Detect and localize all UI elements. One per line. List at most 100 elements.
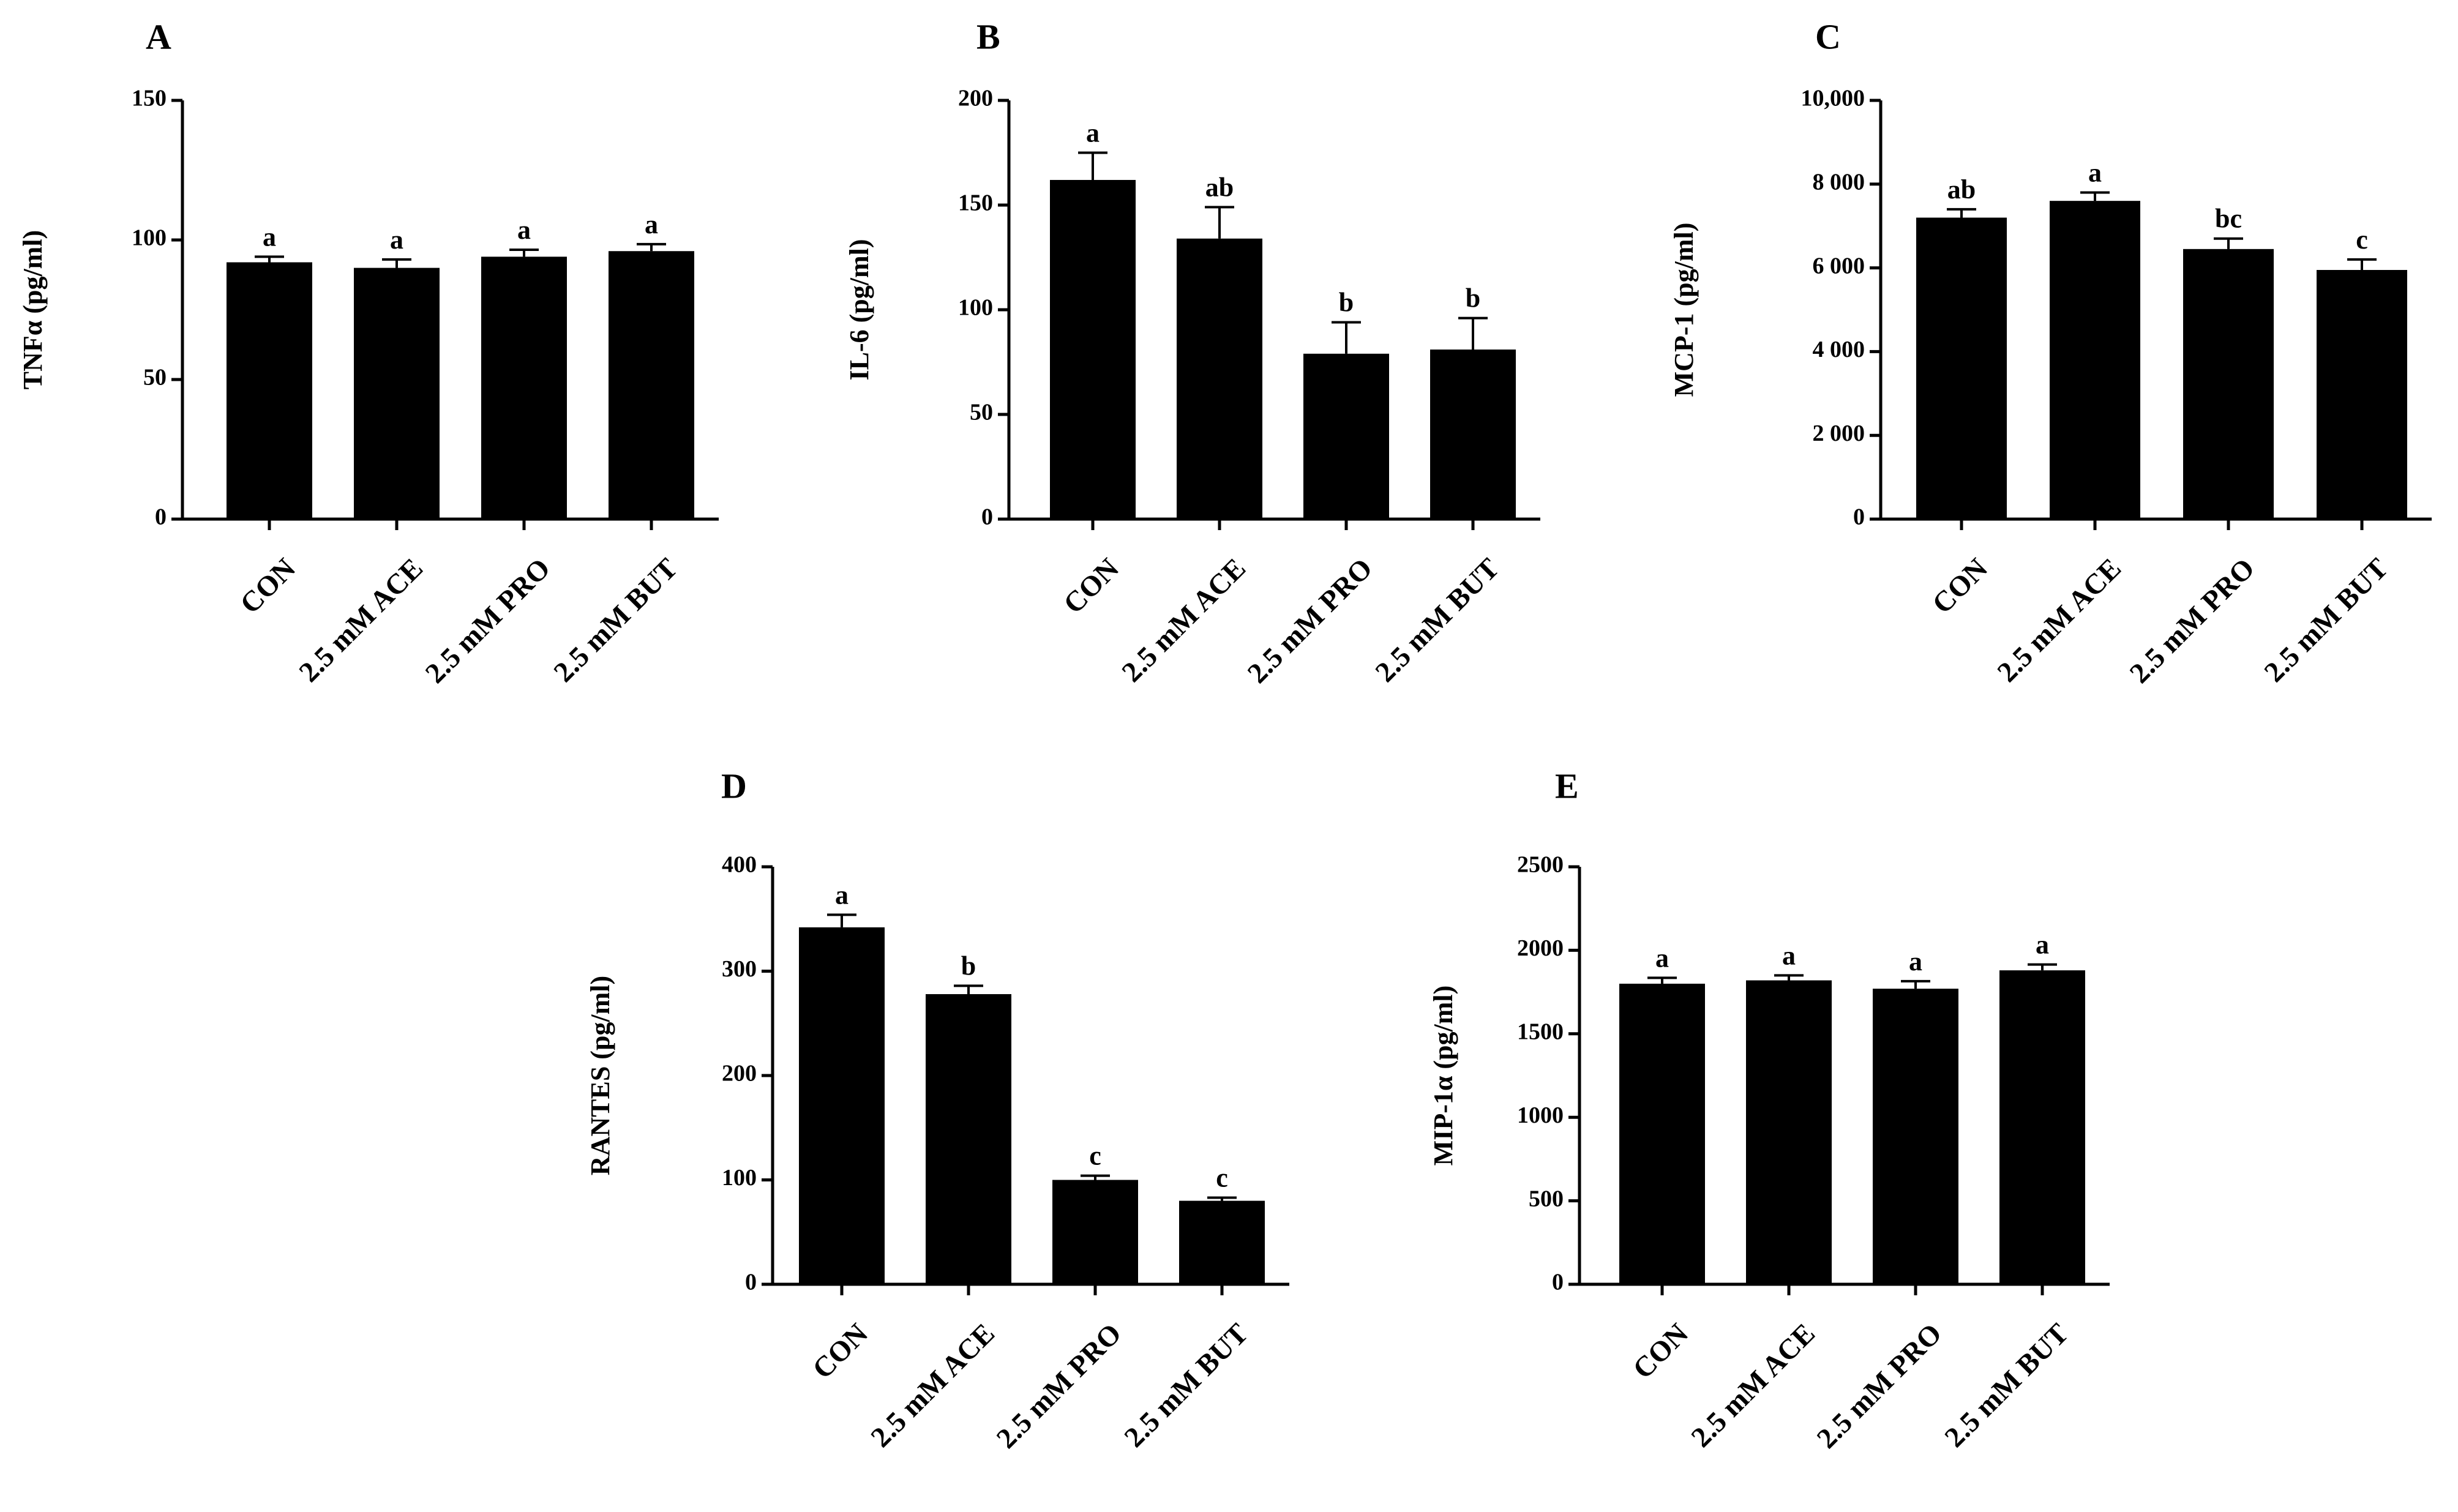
category-label: 2.5 mM ACE (1116, 552, 1252, 688)
significance-label: a (390, 225, 403, 255)
bar (1873, 989, 1958, 1284)
bar (2050, 201, 2140, 519)
bar (1430, 349, 1516, 519)
y-tick-label: 500 (1529, 1186, 1564, 1211)
significance-label: bc (2215, 204, 2242, 234)
category-label: 2.5 mM ACE (293, 552, 429, 688)
bar (1177, 238, 1262, 519)
y-tick-label: 0 (1552, 1270, 1564, 1295)
y-tick-label: 1000 (1517, 1102, 1564, 1128)
category-label: 2.5 mM PRO (1242, 552, 1379, 689)
y-tick-label: 2 000 (1813, 421, 1865, 446)
bar (1999, 970, 2085, 1284)
y-tick-label: 100 (722, 1165, 757, 1191)
panel-b: B 0 50 100 150 200 IL-6 (pg/ml) a CON ab 2.5 mM AC… (844, 17, 1540, 689)
y-tick-label: 1500 (1517, 1019, 1564, 1045)
y-tick-label: 200 (722, 1061, 757, 1087)
significance-label: a (645, 209, 658, 239)
y-tick-label: 150 (958, 190, 993, 216)
bar (799, 927, 885, 1284)
y-axis-title: TNFα (pg/ml) (18, 230, 48, 389)
category-label: 2.5 mM PRO (991, 1317, 1128, 1454)
bar (481, 256, 567, 519)
panel-c: C 0 2 000 4 000 6 000 8 000 10,000 MCP-1 (pg/ml… (1669, 17, 2432, 689)
panel-d: D 0 100 200 300 400 RANTES (pg/ml) a CON b 2.5 mM … (585, 766, 1289, 1454)
panel-a: A 0 50 100 150 TNFα (pg/ml) a CON a 2.5 mM ACE a 2.… (18, 17, 719, 689)
y-tick-label: 0 (1853, 504, 1865, 530)
significance-label: a (517, 215, 531, 245)
y-tick-label: 100 (132, 225, 167, 251)
category-label: 2.5 mM ACE (1992, 552, 2127, 688)
bar (1050, 179, 1136, 520)
significance-label: ab (1947, 174, 1976, 204)
significance-label: a (1909, 946, 1922, 976)
y-axis-title: MCP-1 (pg/ml) (1669, 223, 1699, 397)
category-label: 2.5 mM ACE (865, 1317, 1001, 1453)
bar (609, 251, 694, 519)
category-label: 2.5 mM PRO (2124, 552, 2261, 689)
bar (2317, 270, 2407, 519)
y-tick-label: 2500 (1517, 852, 1564, 878)
y-tick-label: 400 (722, 852, 757, 878)
bar (354, 268, 440, 519)
y-axis-title: MIP-1α (pg/ml) (1428, 986, 1458, 1166)
category-label: CON (806, 1317, 874, 1385)
bar (1916, 217, 2007, 519)
significance-label: c (1216, 1162, 1228, 1192)
y-tick-label: 6 000 (1813, 253, 1865, 279)
category-label: 2.5 mM BUT (1118, 1317, 1254, 1453)
y-tick-label: 100 (958, 295, 993, 321)
significance-label: a (1086, 118, 1100, 148)
panel-letter: B (976, 17, 1000, 56)
significance-label: a (2088, 157, 2102, 187)
panel-letter: D (721, 766, 747, 806)
category-label: 2.5 mM BUT (548, 552, 684, 688)
panel-letter: E (1555, 766, 1579, 806)
category-label: 2.5 mM BUT (1939, 1317, 2075, 1453)
significance-label: a (1655, 943, 1669, 973)
bar (1746, 980, 1832, 1284)
significance-label: ab (1205, 172, 1234, 202)
category-label: CON (1627, 1317, 1695, 1385)
y-tick-label: 150 (132, 86, 167, 111)
category-label: 2.5 mM ACE (1685, 1317, 1821, 1453)
y-tick-label: 0 (745, 1270, 757, 1295)
significance-label: b (961, 951, 976, 981)
bar (926, 994, 1011, 1284)
bar (1303, 353, 1389, 519)
category-label: 2.5 mM BUT (2258, 552, 2394, 688)
category-label: CON (1057, 552, 1125, 620)
y-tick-label: 10,000 (1801, 86, 1865, 111)
category-label: 2.5 mM BUT (1370, 552, 1505, 688)
y-tick-label: 200 (958, 86, 993, 111)
significance-label: c (1089, 1141, 1101, 1171)
y-tick-label: 0 (981, 504, 993, 530)
significance-label: a (263, 222, 276, 252)
category-label: 2.5 mM PRO (1811, 1317, 1948, 1454)
significance-label: a (2036, 930, 2049, 960)
category-label: CON (234, 552, 302, 620)
y-tick-label: 2000 (1517, 935, 1564, 961)
bar (227, 262, 312, 519)
bar (1619, 983, 1705, 1284)
y-axis-title: IL-6 (pg/ml) (844, 239, 874, 381)
panel-e: E 0 500 1000 1500 2000 2500 MIP-1α (pg/ml) a CON a… (1428, 766, 2110, 1454)
significance-label: c (2356, 225, 2368, 255)
y-tick-label: 50 (970, 400, 993, 425)
bar (2183, 249, 2274, 519)
category-label: 2.5 mM PRO (419, 552, 556, 689)
significance-label: b (1339, 288, 1354, 318)
bar (1179, 1200, 1265, 1284)
bar (1052, 1180, 1138, 1284)
y-tick-label: 50 (143, 365, 167, 391)
category-label: CON (1926, 552, 1994, 620)
y-tick-label: 4 000 (1813, 337, 1865, 362)
significance-label: b (1466, 283, 1480, 313)
panel-letter: C (1815, 17, 1841, 56)
significance-label: a (835, 880, 849, 910)
significance-label: a (1782, 940, 1796, 970)
y-tick-label: 8 000 (1813, 170, 1865, 195)
y-tick-label: 300 (722, 956, 757, 982)
y-tick-label: 0 (155, 504, 167, 530)
